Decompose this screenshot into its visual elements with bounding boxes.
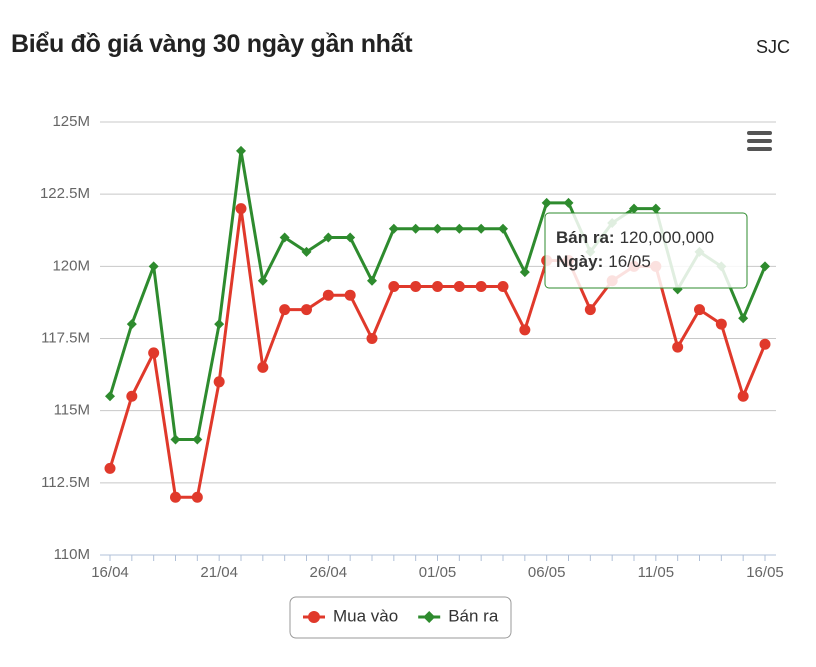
data-point <box>344 289 356 301</box>
data-point <box>498 223 508 234</box>
data-point <box>301 304 312 316</box>
x-tick-label: 06/05 <box>528 564 566 581</box>
data-point <box>126 319 137 330</box>
legend-swatch <box>423 611 436 623</box>
data-point <box>257 361 269 373</box>
x-tick-label: 11/05 <box>638 564 674 581</box>
y-tick-label: 120M <box>52 257 90 274</box>
source-selector[interactable]: SJC <box>755 37 790 57</box>
tooltip-row: Ngày: 16/05 <box>556 252 651 271</box>
data-point <box>323 232 334 243</box>
legend: Mua vào Bán ra <box>289 596 512 639</box>
data-point <box>454 223 465 234</box>
legend-item[interactable]: Bán ra <box>418 606 499 625</box>
y-tick-label: 117.5M <box>41 329 90 346</box>
data-point <box>584 304 596 316</box>
tooltip-key: Ngày: <box>556 252 603 271</box>
data-point <box>759 338 771 350</box>
legend-item[interactable]: Mua vào <box>303 606 398 625</box>
data-point <box>410 223 421 234</box>
x-tick-label: 26/04 <box>310 564 348 581</box>
data-point <box>410 281 422 293</box>
data-point <box>148 347 160 359</box>
tooltip: Bán ra: 120,000,000 Ngày: 16/05 <box>544 212 748 289</box>
x-tick-label: 01/05 <box>419 564 457 581</box>
data-point <box>257 275 268 286</box>
data-point <box>104 462 116 474</box>
legend-box <box>289 596 512 639</box>
y-tick-label: 122.5M <box>40 185 90 202</box>
data-point <box>192 434 203 445</box>
data-point <box>519 324 531 336</box>
data-point <box>170 434 181 445</box>
legend-label: Bán ra <box>448 606 499 625</box>
tooltip-value: 16/05 <box>608 252 651 271</box>
chart-title: Biểu đồ giá vàng 30 ngày gần nhất <box>11 30 413 58</box>
data-point <box>541 197 552 208</box>
data-point <box>432 223 443 234</box>
data-point <box>170 491 181 503</box>
data-point <box>738 313 749 324</box>
data-point <box>715 318 727 330</box>
legend-label: Mua vào <box>333 606 398 625</box>
tooltip-row: Bán ra: 120,000,000 <box>556 228 714 247</box>
data-point <box>563 197 574 208</box>
data-point <box>432 281 443 293</box>
data-point <box>475 281 487 293</box>
data-point <box>148 261 159 272</box>
data-point <box>214 319 225 330</box>
tooltip-key: Bán ra: <box>556 228 615 247</box>
data-point <box>760 261 770 272</box>
x-tick-label: 21/04 <box>200 564 238 581</box>
data-point <box>322 289 334 301</box>
data-point <box>629 203 639 214</box>
y-tick-label: 110M <box>54 546 90 563</box>
data-point <box>345 232 356 243</box>
data-point <box>388 223 399 234</box>
data-point <box>672 341 684 353</box>
y-tick-label: 125M <box>52 113 90 130</box>
y-tick-label: 115M <box>54 402 90 419</box>
data-point <box>694 304 705 316</box>
data-point <box>497 281 509 293</box>
x-tick-label: 16/04 <box>91 564 129 581</box>
data-point <box>476 223 487 234</box>
data-point <box>519 267 530 278</box>
tooltip-box <box>544 212 748 289</box>
data-point <box>126 390 138 402</box>
tooltip-value: 120,000,000 <box>620 228 715 247</box>
menu-button[interactable] <box>747 131 772 151</box>
data-point <box>366 333 378 344</box>
data-point <box>650 203 661 214</box>
data-point <box>236 145 246 156</box>
data-point <box>301 246 312 257</box>
data-point <box>235 203 247 215</box>
data-point <box>453 281 465 293</box>
data-point <box>367 275 377 286</box>
data-point <box>279 232 290 243</box>
y-tick-label: 112.5M <box>41 474 90 491</box>
data-point <box>191 491 203 503</box>
data-point <box>105 391 115 402</box>
x-tick-label: 16/05 <box>746 564 784 581</box>
legend-swatch <box>308 611 320 623</box>
data-point <box>388 281 400 293</box>
data-point <box>213 376 225 388</box>
data-point <box>279 304 291 316</box>
data-point <box>737 390 749 402</box>
